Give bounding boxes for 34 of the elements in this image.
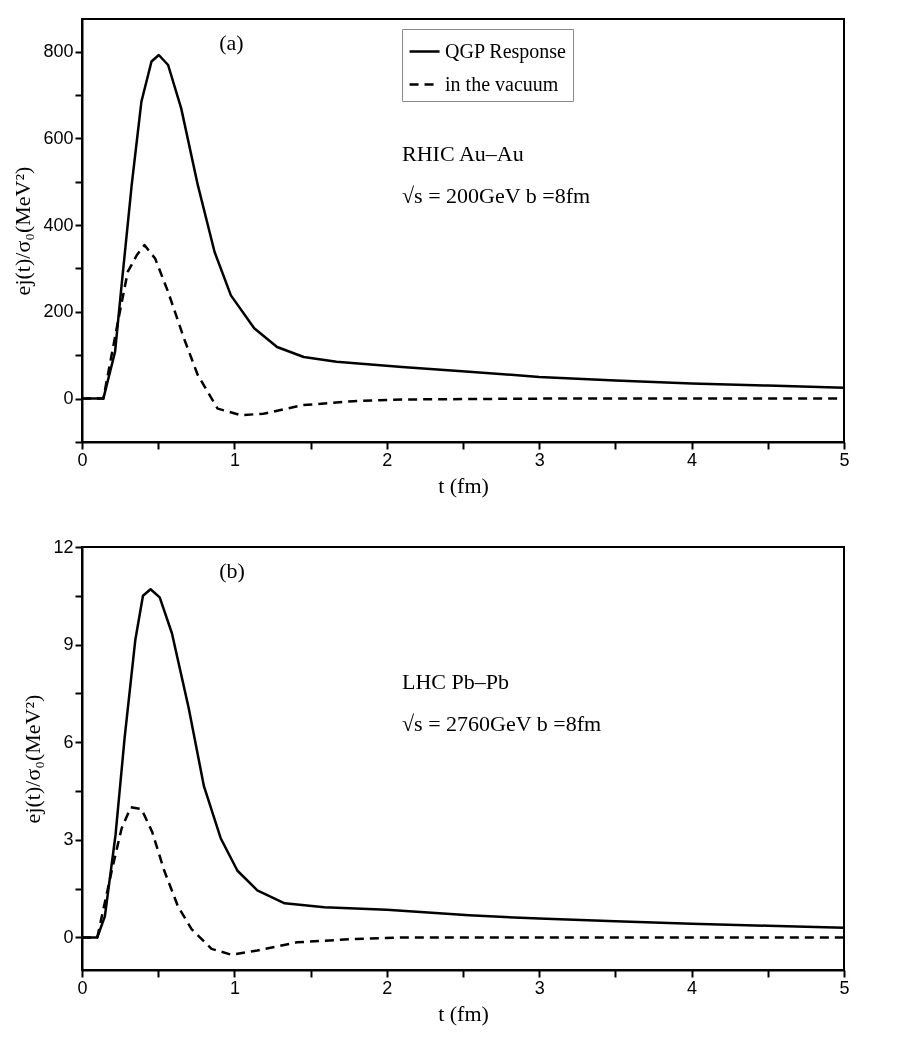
annotation: √s = 2760GeV b =8fm — [402, 711, 602, 736]
legend-label: QGP Response — [445, 39, 567, 63]
x-tick-label: 2 — [382, 977, 393, 998]
x-tick-label: 2 — [382, 449, 393, 470]
annotation: RHIC Au–Au — [402, 141, 524, 166]
x-axis-title: t (fm) — [438, 472, 489, 498]
y-tick-label: 600 — [43, 127, 74, 148]
annotation: (a) — [219, 30, 244, 55]
x-tick-label: 0 — [77, 977, 88, 998]
y-axis-title: ej(t)/σ₀(MeV²) — [10, 166, 36, 296]
x-tick-label: 5 — [839, 977, 850, 998]
annotation: LHC Pb–Pb — [402, 669, 510, 694]
x-tick-label: 3 — [534, 449, 545, 470]
x-tick-label: 3 — [534, 977, 545, 998]
annotation: (b) — [219, 558, 245, 583]
y-tick-label: 0 — [63, 926, 74, 947]
x-tick-label: 4 — [687, 977, 698, 998]
annotation: √s = 200GeV b =8fm — [402, 183, 591, 208]
y-axis-title: ej(t)/σ₀(MeV²) — [20, 694, 46, 824]
x-axis-title: t (fm) — [438, 1000, 489, 1026]
x-tick-label: 4 — [687, 449, 698, 470]
x-tick-label: 1 — [229, 977, 240, 998]
y-tick-label: 800 — [43, 41, 74, 62]
y-tick-label: 200 — [43, 301, 74, 322]
x-tick-label: 1 — [229, 449, 240, 470]
y-tick-label: 0 — [63, 388, 74, 409]
y-tick-label: 9 — [63, 634, 74, 655]
legend-label: in the vacuum — [445, 72, 559, 95]
y-tick-label: 400 — [43, 214, 74, 235]
x-tick-label: 0 — [77, 449, 88, 470]
y-tick-label: 12 — [53, 536, 74, 557]
y-tick-label: 3 — [63, 829, 74, 850]
y-tick-label: 6 — [63, 731, 74, 752]
x-tick-label: 5 — [839, 449, 850, 470]
